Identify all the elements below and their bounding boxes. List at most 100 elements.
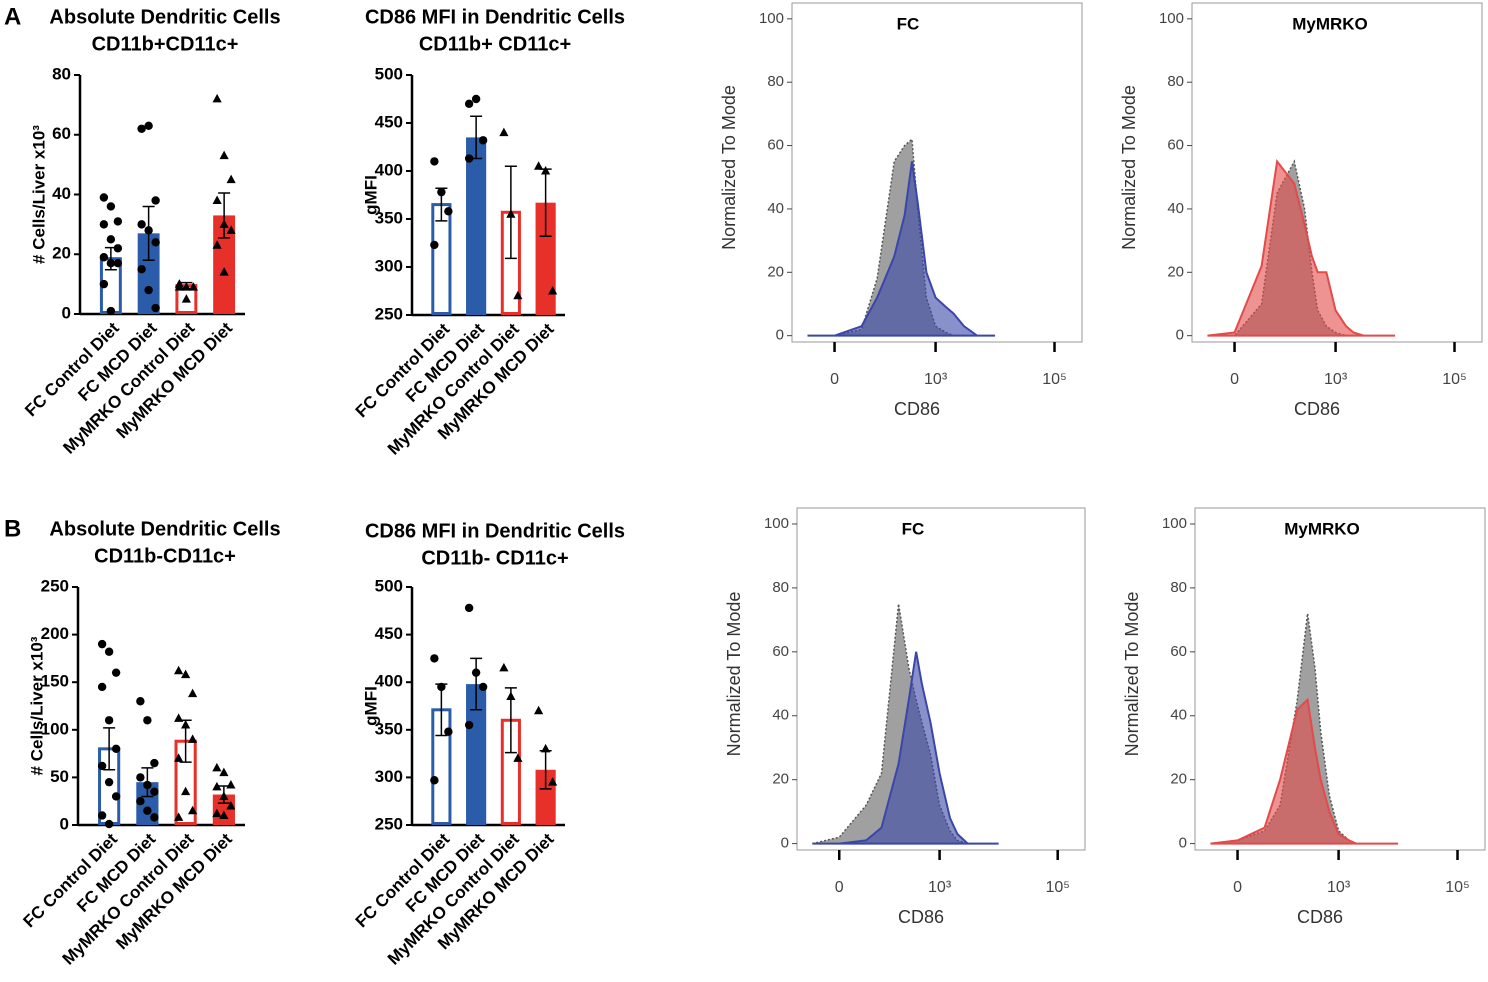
data-point: [104, 716, 114, 725]
y-tick-label: 80: [1167, 73, 1184, 90]
data-point: [137, 264, 146, 274]
y-tick-label: 400: [375, 672, 403, 691]
y-tick-label: 100: [1159, 10, 1184, 27]
data-point: [478, 682, 488, 692]
data-point: [219, 219, 229, 228]
panel-label: A: [4, 3, 21, 30]
chart-title: CD11b-CD11c+: [94, 545, 236, 567]
y-tick-label: 60: [1170, 643, 1187, 660]
data-point: [150, 787, 159, 796]
y-tick-label: 200: [41, 624, 69, 643]
chart-title: MyMRKO: [1292, 14, 1368, 33]
data-point: [99, 279, 109, 289]
data-point: [212, 240, 222, 249]
y-tick-label: 150: [41, 672, 69, 691]
data-point: [430, 776, 439, 785]
y-tick-label: 250: [41, 576, 69, 595]
data-point: [106, 306, 116, 316]
data-point: [181, 294, 191, 303]
y-axis-label: Normalized To Mode: [1119, 85, 1139, 250]
y-tick-label: 40: [1170, 707, 1187, 724]
x-axis-label: CD86: [1294, 399, 1340, 419]
data-point: [144, 121, 153, 130]
data-point: [506, 691, 516, 700]
data-point: [219, 150, 229, 160]
data-point: [104, 777, 114, 787]
data-point: [226, 225, 236, 234]
data-point: [212, 762, 222, 772]
data-point: [136, 797, 145, 806]
y-tick-label: 100: [764, 515, 789, 532]
bar: [212, 794, 235, 825]
data-point: [99, 193, 109, 202]
data-point: [499, 662, 509, 672]
data-point: [151, 238, 160, 247]
data-point: [99, 220, 109, 229]
y-tick-label: 400: [375, 160, 403, 179]
y-tick-label: 450: [375, 112, 403, 131]
data-point: [513, 753, 523, 762]
data-point: [113, 217, 123, 226]
data-point: [174, 713, 184, 722]
data-point: [97, 639, 107, 649]
bar: [535, 202, 556, 315]
bar: [466, 137, 487, 315]
data-point: [478, 136, 488, 145]
y-tick-label: 0: [60, 814, 69, 833]
plot-frame: [1191, 2, 1483, 343]
y-tick-label: 100: [41, 719, 69, 738]
x-tick-label: 10⁵: [1445, 879, 1469, 896]
error-bar: [103, 727, 116, 771]
data-point: [212, 781, 222, 791]
y-tick-label: 60: [1167, 137, 1184, 154]
error-bar: [470, 657, 483, 711]
chart-title: CD11b+ CD11c+: [419, 33, 571, 55]
y-tick-label: 450: [375, 624, 403, 643]
data-point: [219, 267, 229, 276]
x-axis-label: CD86: [1297, 907, 1343, 927]
error-bar: [218, 192, 231, 239]
data-point: [464, 154, 474, 163]
x-tick-label: 0: [830, 371, 839, 388]
data-point: [188, 734, 198, 743]
y-tick-label: 100: [1162, 515, 1187, 532]
data-point: [499, 127, 509, 137]
y-tick-label: 60: [52, 124, 71, 143]
data-point: [97, 682, 107, 692]
x-tick-label: 0: [835, 879, 844, 896]
y-tick-label: 60: [772, 643, 789, 660]
sample-histogram: [812, 651, 999, 845]
data-point: [471, 668, 481, 677]
data-point: [181, 282, 191, 291]
data-point: [506, 209, 516, 218]
data-point: [111, 744, 121, 754]
y-axis-label: gMFI: [361, 175, 380, 215]
data-point: [188, 282, 198, 291]
data-point: [111, 792, 121, 801]
y-tick-label: 0: [776, 327, 784, 344]
bar: [137, 233, 160, 314]
chart-title: FC: [897, 14, 920, 33]
y-tick-label: 0: [62, 303, 71, 322]
data-point: [99, 253, 109, 262]
y-axis-label: # Cells/Liver x10³: [27, 636, 46, 775]
plot-frame: [1194, 507, 1486, 851]
data-point: [219, 791, 229, 800]
data-point: [174, 282, 184, 291]
y-tick-label: 500: [375, 576, 403, 595]
data-point: [144, 285, 153, 295]
data-point: [219, 767, 229, 777]
sample-histogram: [1207, 158, 1396, 337]
data-point: [548, 777, 558, 786]
data-point: [541, 743, 551, 753]
data-point: [113, 244, 123, 253]
data-point: [104, 819, 114, 829]
x-tick-label: 0: [1230, 371, 1239, 388]
y-tick-label: 100: [759, 10, 784, 27]
y-tick-label: 80: [772, 579, 789, 596]
data-point: [143, 780, 152, 790]
data-point: [137, 124, 146, 133]
data-point: [437, 187, 446, 197]
sample-histogram: [1210, 697, 1399, 845]
data-point: [174, 665, 184, 675]
